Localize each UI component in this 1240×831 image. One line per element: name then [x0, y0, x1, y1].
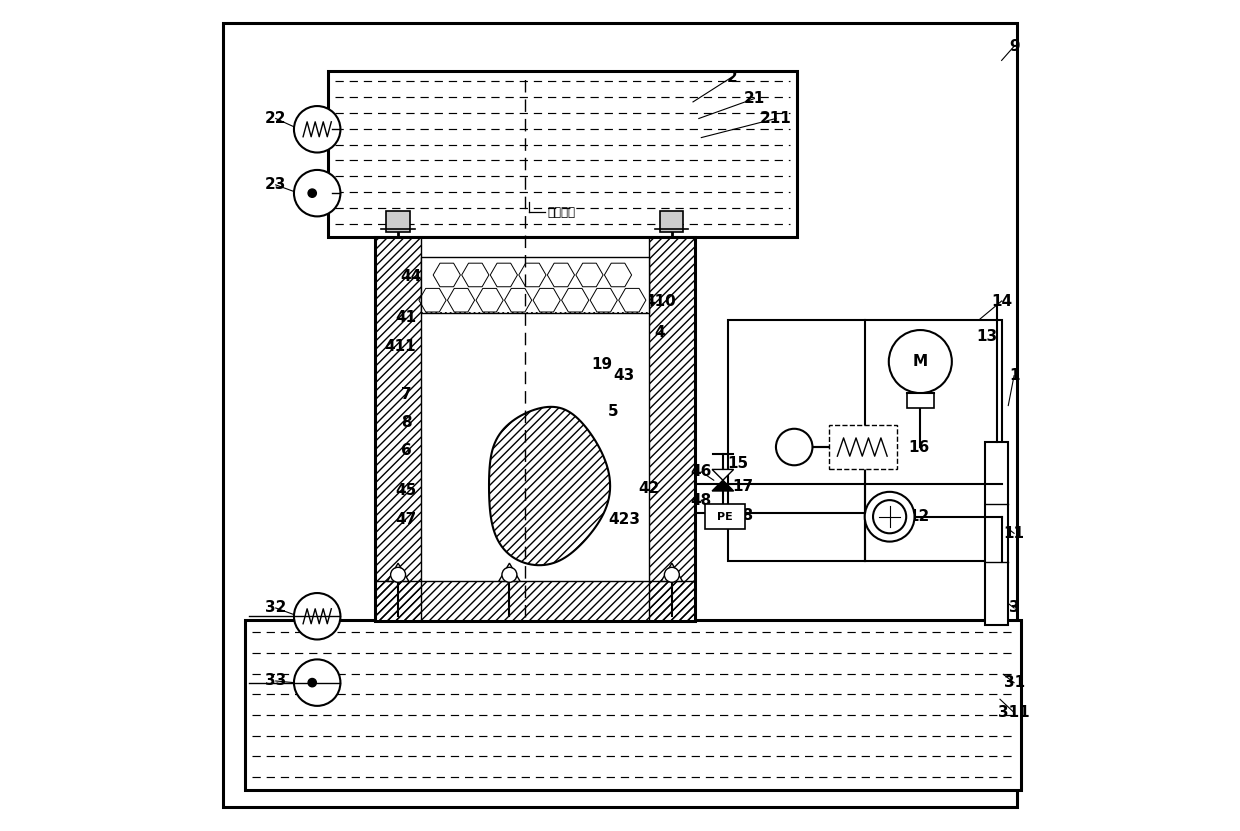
Text: 47: 47: [396, 512, 417, 527]
Text: 16: 16: [908, 440, 929, 455]
Circle shape: [308, 189, 316, 197]
Text: 21: 21: [744, 91, 765, 106]
Bar: [376, 582, 694, 622]
Text: 33: 33: [265, 673, 286, 688]
Bar: [728, 320, 1002, 561]
Circle shape: [308, 678, 316, 686]
Circle shape: [294, 106, 341, 153]
Text: 2: 2: [727, 70, 738, 85]
Bar: [387, 210, 409, 232]
Bar: [420, 257, 649, 313]
Text: 14: 14: [991, 293, 1012, 308]
Text: 13: 13: [976, 329, 997, 344]
Text: 12: 12: [908, 509, 929, 524]
Text: 31: 31: [1003, 675, 1024, 690]
Text: 1: 1: [1009, 368, 1019, 383]
Text: 42: 42: [639, 481, 660, 496]
Bar: [985, 442, 1008, 625]
Polygon shape: [387, 563, 409, 582]
Polygon shape: [712, 470, 734, 480]
Text: 41: 41: [396, 310, 417, 325]
Bar: [327, 71, 797, 237]
Circle shape: [294, 170, 341, 216]
Text: 23: 23: [265, 177, 286, 192]
Text: 311: 311: [998, 705, 1030, 720]
Text: 421: 421: [573, 493, 604, 508]
Text: 45: 45: [396, 483, 417, 498]
Text: 6: 6: [401, 443, 412, 458]
Text: 46: 46: [691, 465, 712, 479]
Circle shape: [665, 568, 680, 583]
Circle shape: [864, 492, 915, 542]
Text: PE: PE: [718, 512, 733, 522]
Text: M: M: [913, 354, 928, 369]
Text: 423: 423: [608, 512, 640, 527]
Polygon shape: [498, 563, 521, 582]
Bar: [906, 393, 934, 408]
Text: 8: 8: [401, 415, 412, 430]
Text: 4: 4: [655, 325, 665, 340]
Text: 48: 48: [691, 493, 712, 508]
Circle shape: [873, 500, 906, 534]
Text: 411: 411: [384, 339, 415, 354]
Bar: [830, 425, 897, 470]
Text: 5: 5: [608, 404, 619, 419]
Text: 7: 7: [401, 387, 412, 402]
Bar: [376, 237, 420, 622]
Polygon shape: [661, 563, 683, 582]
Text: 18: 18: [732, 508, 754, 523]
Bar: [660, 210, 683, 232]
Text: 3: 3: [1009, 601, 1019, 616]
Polygon shape: [712, 480, 734, 491]
Text: 211: 211: [760, 111, 792, 126]
Text: 17: 17: [732, 479, 754, 494]
Text: 19: 19: [591, 356, 613, 371]
Text: 32: 32: [265, 601, 286, 616]
Circle shape: [502, 568, 517, 583]
Text: 回转轴线: 回转轴线: [548, 206, 575, 219]
Text: 43: 43: [614, 368, 635, 383]
Bar: [706, 504, 745, 529]
Text: 410: 410: [644, 293, 676, 308]
Bar: [376, 237, 694, 622]
Bar: [246, 621, 1021, 790]
Circle shape: [294, 660, 341, 706]
Bar: [649, 237, 694, 622]
Text: 9: 9: [1009, 39, 1019, 54]
Text: 15: 15: [727, 456, 749, 471]
Circle shape: [776, 429, 812, 465]
Text: 422: 422: [506, 498, 538, 513]
Circle shape: [391, 568, 405, 583]
Text: 11: 11: [1003, 526, 1024, 541]
Text: 44: 44: [401, 268, 422, 283]
Polygon shape: [489, 407, 610, 565]
Circle shape: [889, 330, 952, 393]
Text: 22: 22: [265, 111, 286, 126]
Circle shape: [294, 593, 341, 640]
